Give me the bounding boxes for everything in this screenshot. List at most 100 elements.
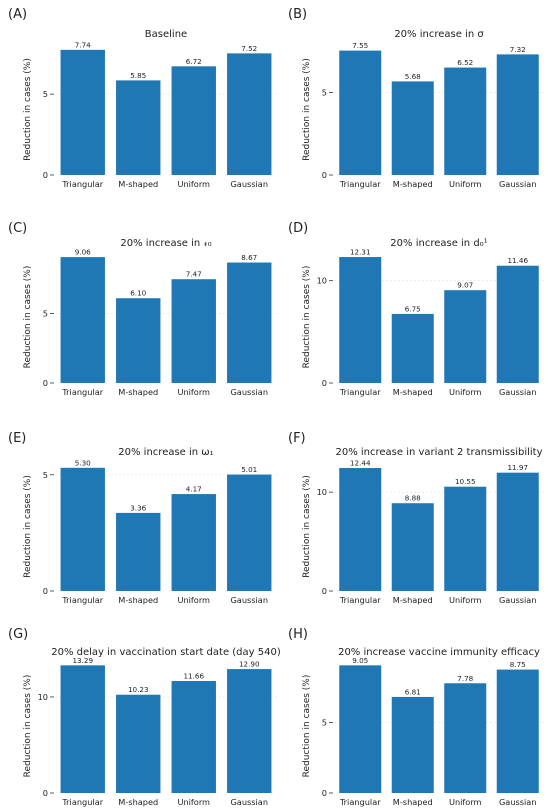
y-tick-label: 5 [43,89,48,99]
x-tick-label: Triangular [61,387,103,397]
x-tick-label: Gaussian [499,179,537,189]
x-tick-label: M-shaped [118,387,158,397]
x-tick-label: Gaussian [230,179,268,189]
x-tick-label: Uniform [449,595,482,605]
bar [391,503,434,591]
bar [444,67,487,175]
x-tick-label: Gaussian [499,595,537,605]
panel-title: Baseline [145,29,187,40]
bar-value-label: 6.52 [457,58,473,67]
bar-value-label: 12.90 [239,660,260,669]
y-tick-label: 5 [322,88,327,98]
panel-letter: (H) [288,627,308,642]
x-tick-label: M-shaped [393,797,433,807]
bar-value-label: 6.72 [186,57,202,66]
x-tick-label: Uniform [449,387,482,397]
x-tick-label: Triangular [339,595,381,605]
y-tick-label: 0 [322,788,327,798]
x-tick-label: M-shaped [118,179,158,189]
bar [60,665,105,793]
y-axis-title: Reduction in cases (%) [302,58,312,161]
panel-title: 20% delay in vaccination start date (day… [51,647,281,658]
bar-value-label: 8.67 [241,253,257,262]
x-tick-label: Triangular [339,387,381,397]
bar-value-label: 4.17 [186,485,202,494]
y-tick-label: 0 [322,170,327,180]
bar-value-label: 10.55 [455,477,476,486]
y-tick-label: 0 [322,586,327,596]
y-tick-label: 5 [322,717,327,727]
bar [496,669,539,793]
bar-value-label: 11.97 [507,463,528,472]
bar [339,50,382,175]
bar-value-label: 3.36 [130,503,146,512]
panel-letter: (C) [8,221,27,236]
bar [60,257,105,383]
chart-panel: (C) 20% increase in 𝓇₀ Reduction in cases … [8,221,277,397]
bar [227,53,272,175]
panel-title: 20% increase in 𝓇₀ [120,238,211,249]
y-tick-label: 0 [43,788,48,798]
x-tick-label: Uniform [449,179,482,189]
y-axis-title: Reduction in cases (%) [23,58,33,161]
chart-panel: (A) Baseline Reduction in cases (%) 0 5 7.74 T… [8,7,277,189]
bar-value-label: 7.74 [75,40,91,49]
chart-panel: (E) 20% increase in ω₁ Reduction in cases … [8,431,277,605]
bar-value-label: 7.55 [352,41,368,50]
x-tick-label: Uniform [177,387,210,397]
chart-panel: (B) 20% increase in σ Reduction in cases (… [288,7,544,189]
y-tick-label: 0 [43,170,48,180]
x-tick-label: Triangular [339,797,381,807]
bar [496,265,539,383]
bar [391,81,434,175]
bar-value-label: 8.88 [405,494,421,503]
x-tick-label: M-shaped [118,797,158,807]
bar-value-label: 9.06 [75,248,91,257]
bar-value-label: 12.44 [350,459,371,468]
y-tick-label: 0 [322,378,327,388]
y-axis-title: Reduction in cases (%) [302,475,312,578]
y-tick-label: 10 [317,487,327,497]
y-tick-label: 0 [43,378,48,388]
y-axis-title: Reduction in cases (%) [302,266,312,369]
x-tick-label: M-shaped [393,595,433,605]
x-tick-label: Gaussian [230,595,268,605]
panel-letter: (A) [8,7,27,22]
x-tick-label: Uniform [449,797,482,807]
x-tick-label: Triangular [339,179,381,189]
bar-value-label: 6.10 [130,289,146,298]
bar-value-label: 9.07 [457,281,473,290]
x-tick-label: M-shaped [393,179,433,189]
panel-letter: (D) [288,221,308,236]
y-tick-label: 10 [38,692,48,702]
bar [391,313,434,383]
bar [171,66,216,175]
bar [116,694,161,793]
bar-value-label: 7.47 [186,270,202,279]
bar [60,49,105,176]
bar-value-label: 7.32 [510,45,526,54]
y-tick-label: 0 [43,586,48,596]
x-tick-label: Triangular [61,797,103,807]
bar [496,472,539,591]
bar-value-label: 12.31 [350,248,371,257]
x-tick-label: M-shaped [393,387,433,397]
bar [116,298,161,383]
x-tick-label: Triangular [61,179,103,189]
bar [171,494,216,591]
bar-value-label: 9.05 [352,656,368,665]
bar [391,696,434,793]
x-tick-label: Gaussian [230,797,268,807]
x-tick-label: Uniform [177,797,210,807]
panel-title: 20% increase in σ [394,29,484,40]
panel-title: 20% increase vaccine immunity efficacy [338,647,540,658]
bar-value-label: 6.75 [405,304,421,313]
y-axis-title: Reduction in cases (%) [23,266,33,369]
chart-panel: (H) 20% increase vaccine immunity efficac… [288,627,544,807]
bar [339,257,382,383]
bar-value-label: 11.66 [183,671,204,680]
x-tick-label: Uniform [177,595,210,605]
bar-value-label: 5.30 [75,458,91,467]
bar [171,680,216,793]
